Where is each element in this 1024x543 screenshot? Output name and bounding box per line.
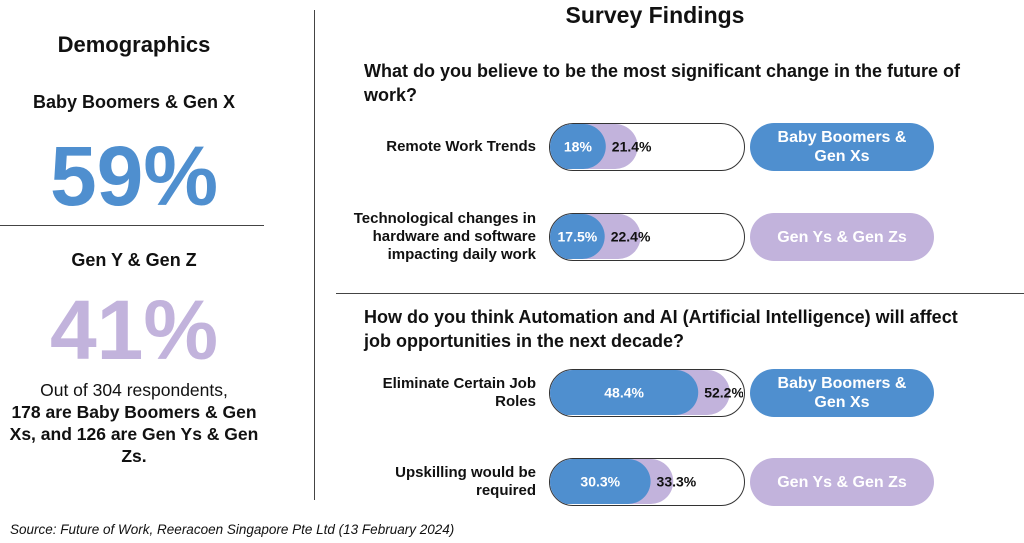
respondents-summary: Out of 304 respondents, 178 are Baby Boo… (8, 379, 260, 467)
pill-bar: 18% 21.4% (549, 123, 745, 171)
survey-title: Survey Findings (565, 2, 745, 28)
group2-label: Gen Y & Gen Z (71, 250, 197, 270)
badge-boomers: Baby Boomers & Gen Xs (750, 123, 934, 171)
category-label: Eliminate Certain Job Roles (382, 375, 536, 410)
value-label-boomers: 30.3% (580, 474, 620, 490)
category-label: Upskilling would be required (395, 464, 536, 499)
question-2: How do you think Automation and AI (Arti… (364, 307, 958, 351)
bar-boomers (550, 124, 606, 169)
value-label-boomers: 17.5% (558, 229, 598, 245)
group1-label: Baby Boomers & Gen X (32, 92, 236, 112)
summary-plain: Out of 304 respondents, (40, 380, 228, 400)
bar-boomers (550, 214, 605, 259)
bar-boomers (550, 370, 699, 415)
pill-bar-svg: 30.3% 33.3% (550, 459, 697, 504)
summary-bold: 178 are Baby Boomers & Gen Xs, and 126 a… (9, 402, 259, 466)
badge-genz: Gen Ys & Gen Zs (750, 213, 934, 261)
pill-bar: 30.3% 33.3% (549, 458, 745, 506)
column-divider (314, 10, 315, 500)
demographics-title: Demographics (57, 32, 211, 57)
value-label-genz: 21.4% (612, 139, 652, 155)
category-label: Remote Work Trends (386, 138, 536, 155)
source-note: Source: Future of Work, Reeracoen Singap… (10, 522, 455, 537)
badge-boomers: Baby Boomers & Gen Xs (750, 369, 934, 417)
question-1: What do you believe to be the most signi… (364, 61, 961, 105)
badge-genz: Gen Ys & Gen Zs (750, 458, 934, 506)
left-divider (0, 225, 264, 226)
pill-bar-svg: 17.5% 22.4% (550, 214, 651, 259)
value-label-genz: 22.4% (611, 229, 651, 245)
pill-bar-svg: 18% 21.4% (550, 124, 652, 169)
group2-percentage: 41% (49, 283, 219, 377)
pill-bar-svg: 48.4% 52.2% (550, 370, 743, 415)
value-label-genz: 52.2% (704, 385, 743, 401)
pill-bar: 17.5% 22.4% (549, 213, 745, 261)
right-divider (336, 293, 1024, 294)
pill-bar: 48.4% 52.2% (549, 369, 745, 417)
value-label-boomers: 48.4% (604, 385, 644, 401)
value-label-genz: 33.3% (657, 474, 697, 490)
value-label-boomers: 18% (564, 139, 593, 155)
bar-boomers (550, 459, 651, 504)
category-label: Technological changes in hardware and so… (353, 210, 536, 263)
group1-percentage: 59% (49, 129, 219, 223)
